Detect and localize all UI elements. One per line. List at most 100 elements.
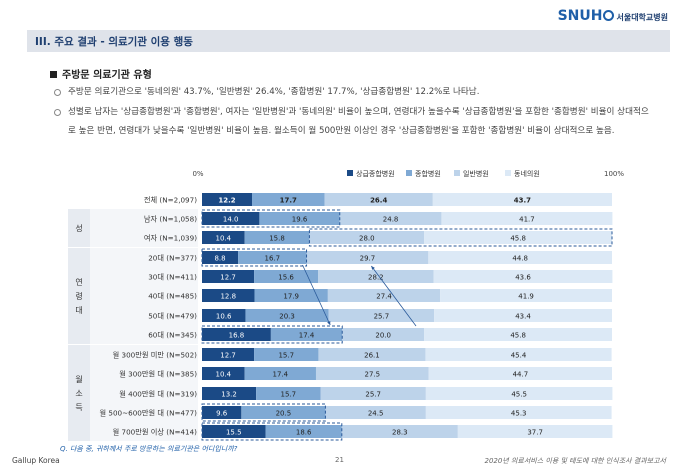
bar-segment [202, 289, 255, 302]
bar-segment [202, 193, 253, 206]
bar-segment [318, 270, 434, 283]
legend-swatch [406, 170, 412, 176]
circle-bullet-icon [54, 108, 61, 116]
data-label: 8.8 [214, 255, 225, 263]
data-label: 45.8 [510, 235, 526, 243]
section-title: III. 주요 결과 - 의료기관 이용 행동 [35, 36, 193, 48]
data-label: 41.9 [518, 293, 534, 301]
axis-end-label: 100% [604, 170, 624, 178]
axis-start-label: 0% [192, 170, 203, 178]
page-subtitle: 주방문 의료기관 유형 [50, 66, 152, 81]
group-label-char: 소 [75, 389, 82, 398]
group-block [68, 209, 90, 247]
group-label-area [90, 209, 198, 247]
bar-segment [254, 270, 319, 283]
bullet-text: 주방문 의료기관으로 '동네의원' 43.7%, '일반병원' 26.4%, '… [68, 87, 480, 97]
category-label: 남자 (N=1,058) [144, 215, 197, 224]
highlight-box [201, 403, 326, 422]
data-label: 41.7 [519, 216, 535, 224]
survey-question: Q. 다음 중, 귀하께서 주로 방문하는 의료기관은 어디입니까? [60, 445, 238, 453]
bar-segment [254, 348, 319, 361]
logo-main-text: SNUH [557, 8, 603, 24]
group-label-char: 월 [75, 374, 82, 384]
bar-segment [244, 231, 310, 244]
category-label: 월 500~600만원 대 (N=477) [100, 409, 198, 418]
bar-segment [434, 309, 612, 322]
data-label: 10.4 [216, 235, 232, 243]
data-label: 26.1 [364, 352, 380, 360]
summary-bullets: 주방문 의료기관으로 '동네의원' 43.7%, '일반병원' 26.4%, '… [54, 83, 654, 142]
bullet-item: 성별로 남자는 '상급종합병원'과 '종합병원', 여자는 '일반병원'과 '동… [54, 103, 654, 142]
logo-sub-text: 서울대학교병원 [616, 13, 668, 22]
bar-segment [425, 348, 612, 361]
data-label: 26.4 [370, 197, 387, 205]
data-label: 25.7 [365, 391, 381, 399]
data-label: 18.6 [296, 429, 312, 437]
bar-segment [424, 328, 612, 341]
bar-segment [202, 328, 271, 341]
data-label: 43.7 [514, 197, 531, 205]
bar-segment [328, 309, 435, 322]
legend-label: 일반병원 [463, 169, 489, 178]
group-label-char: 성 [75, 224, 82, 233]
bar-segment [254, 289, 328, 302]
data-label: 45.4 [511, 352, 527, 360]
footer-report-title: 2020년 의료서비스 이용 및 태도에 대한 인식조사 결과보고서 [484, 457, 666, 465]
data-label: 20.0 [375, 332, 391, 340]
category-label: 월 300만원 대 (N=385) [119, 370, 197, 379]
bar-segment [241, 406, 326, 419]
bar-segment [245, 309, 329, 322]
bar-segment [202, 231, 245, 244]
data-label: 12.8 [220, 293, 236, 301]
category-label: 40대 (N=485) [148, 292, 197, 301]
data-label: 9.6 [216, 410, 228, 418]
data-label: 24.8 [383, 216, 399, 224]
data-label: 17.4 [273, 371, 289, 379]
bar-segment [202, 387, 257, 400]
data-label: 17.7 [280, 197, 297, 205]
category-label: 여자 (N=1,039) [144, 234, 197, 243]
legend-label: 상급종합병원 [356, 169, 395, 178]
group-label-area [90, 248, 198, 344]
bar-segment [306, 251, 429, 264]
bar-segment [325, 406, 426, 419]
bar-segment [270, 328, 343, 341]
bullet-item: 주방문 의료기관으로 '동네의원' 43.7%, '일반병원' 26.4%, '… [54, 83, 654, 103]
category-label: 월 700만원 이상 (N=414) [113, 428, 198, 437]
bar-segment [202, 367, 245, 380]
data-label: 15.5 [226, 429, 242, 437]
bar-segment [259, 212, 340, 225]
data-label: 15.7 [281, 391, 297, 399]
group-label-char: 령 [75, 292, 82, 301]
group-label-char: 득 [75, 403, 82, 412]
bar-segment [202, 212, 260, 225]
data-label: 17.9 [283, 293, 299, 301]
bar-segment [341, 425, 458, 438]
data-label: 16.8 [229, 332, 245, 340]
data-label: 28.2 [368, 274, 384, 282]
logo-mark-icon [603, 10, 615, 21]
bar-segment [342, 328, 425, 341]
bar-segment [252, 193, 325, 206]
highlight-box [201, 325, 343, 344]
bar-segment [428, 367, 612, 380]
data-label: 45.5 [511, 391, 527, 399]
category-label: 60대 (N=345) [148, 331, 197, 340]
data-label: 17.4 [299, 332, 315, 340]
data-label: 44.7 [513, 371, 529, 379]
bar-segment [244, 367, 316, 380]
legend-swatch [454, 170, 460, 176]
trend-arrow [302, 264, 331, 326]
bar-segment [440, 289, 612, 302]
bar-segment [202, 270, 255, 283]
bar-segment [428, 251, 612, 264]
data-label: 25.7 [374, 313, 390, 321]
highlight-box [201, 248, 308, 267]
footer-company: Gallup Korea [12, 456, 60, 465]
bar-segment [202, 406, 242, 419]
category-label: 30대 (N=411) [148, 273, 197, 282]
bar-segment [457, 425, 613, 438]
data-label: 20.5 [276, 410, 292, 418]
category-label: 전체 (N=2,097) [144, 196, 197, 205]
